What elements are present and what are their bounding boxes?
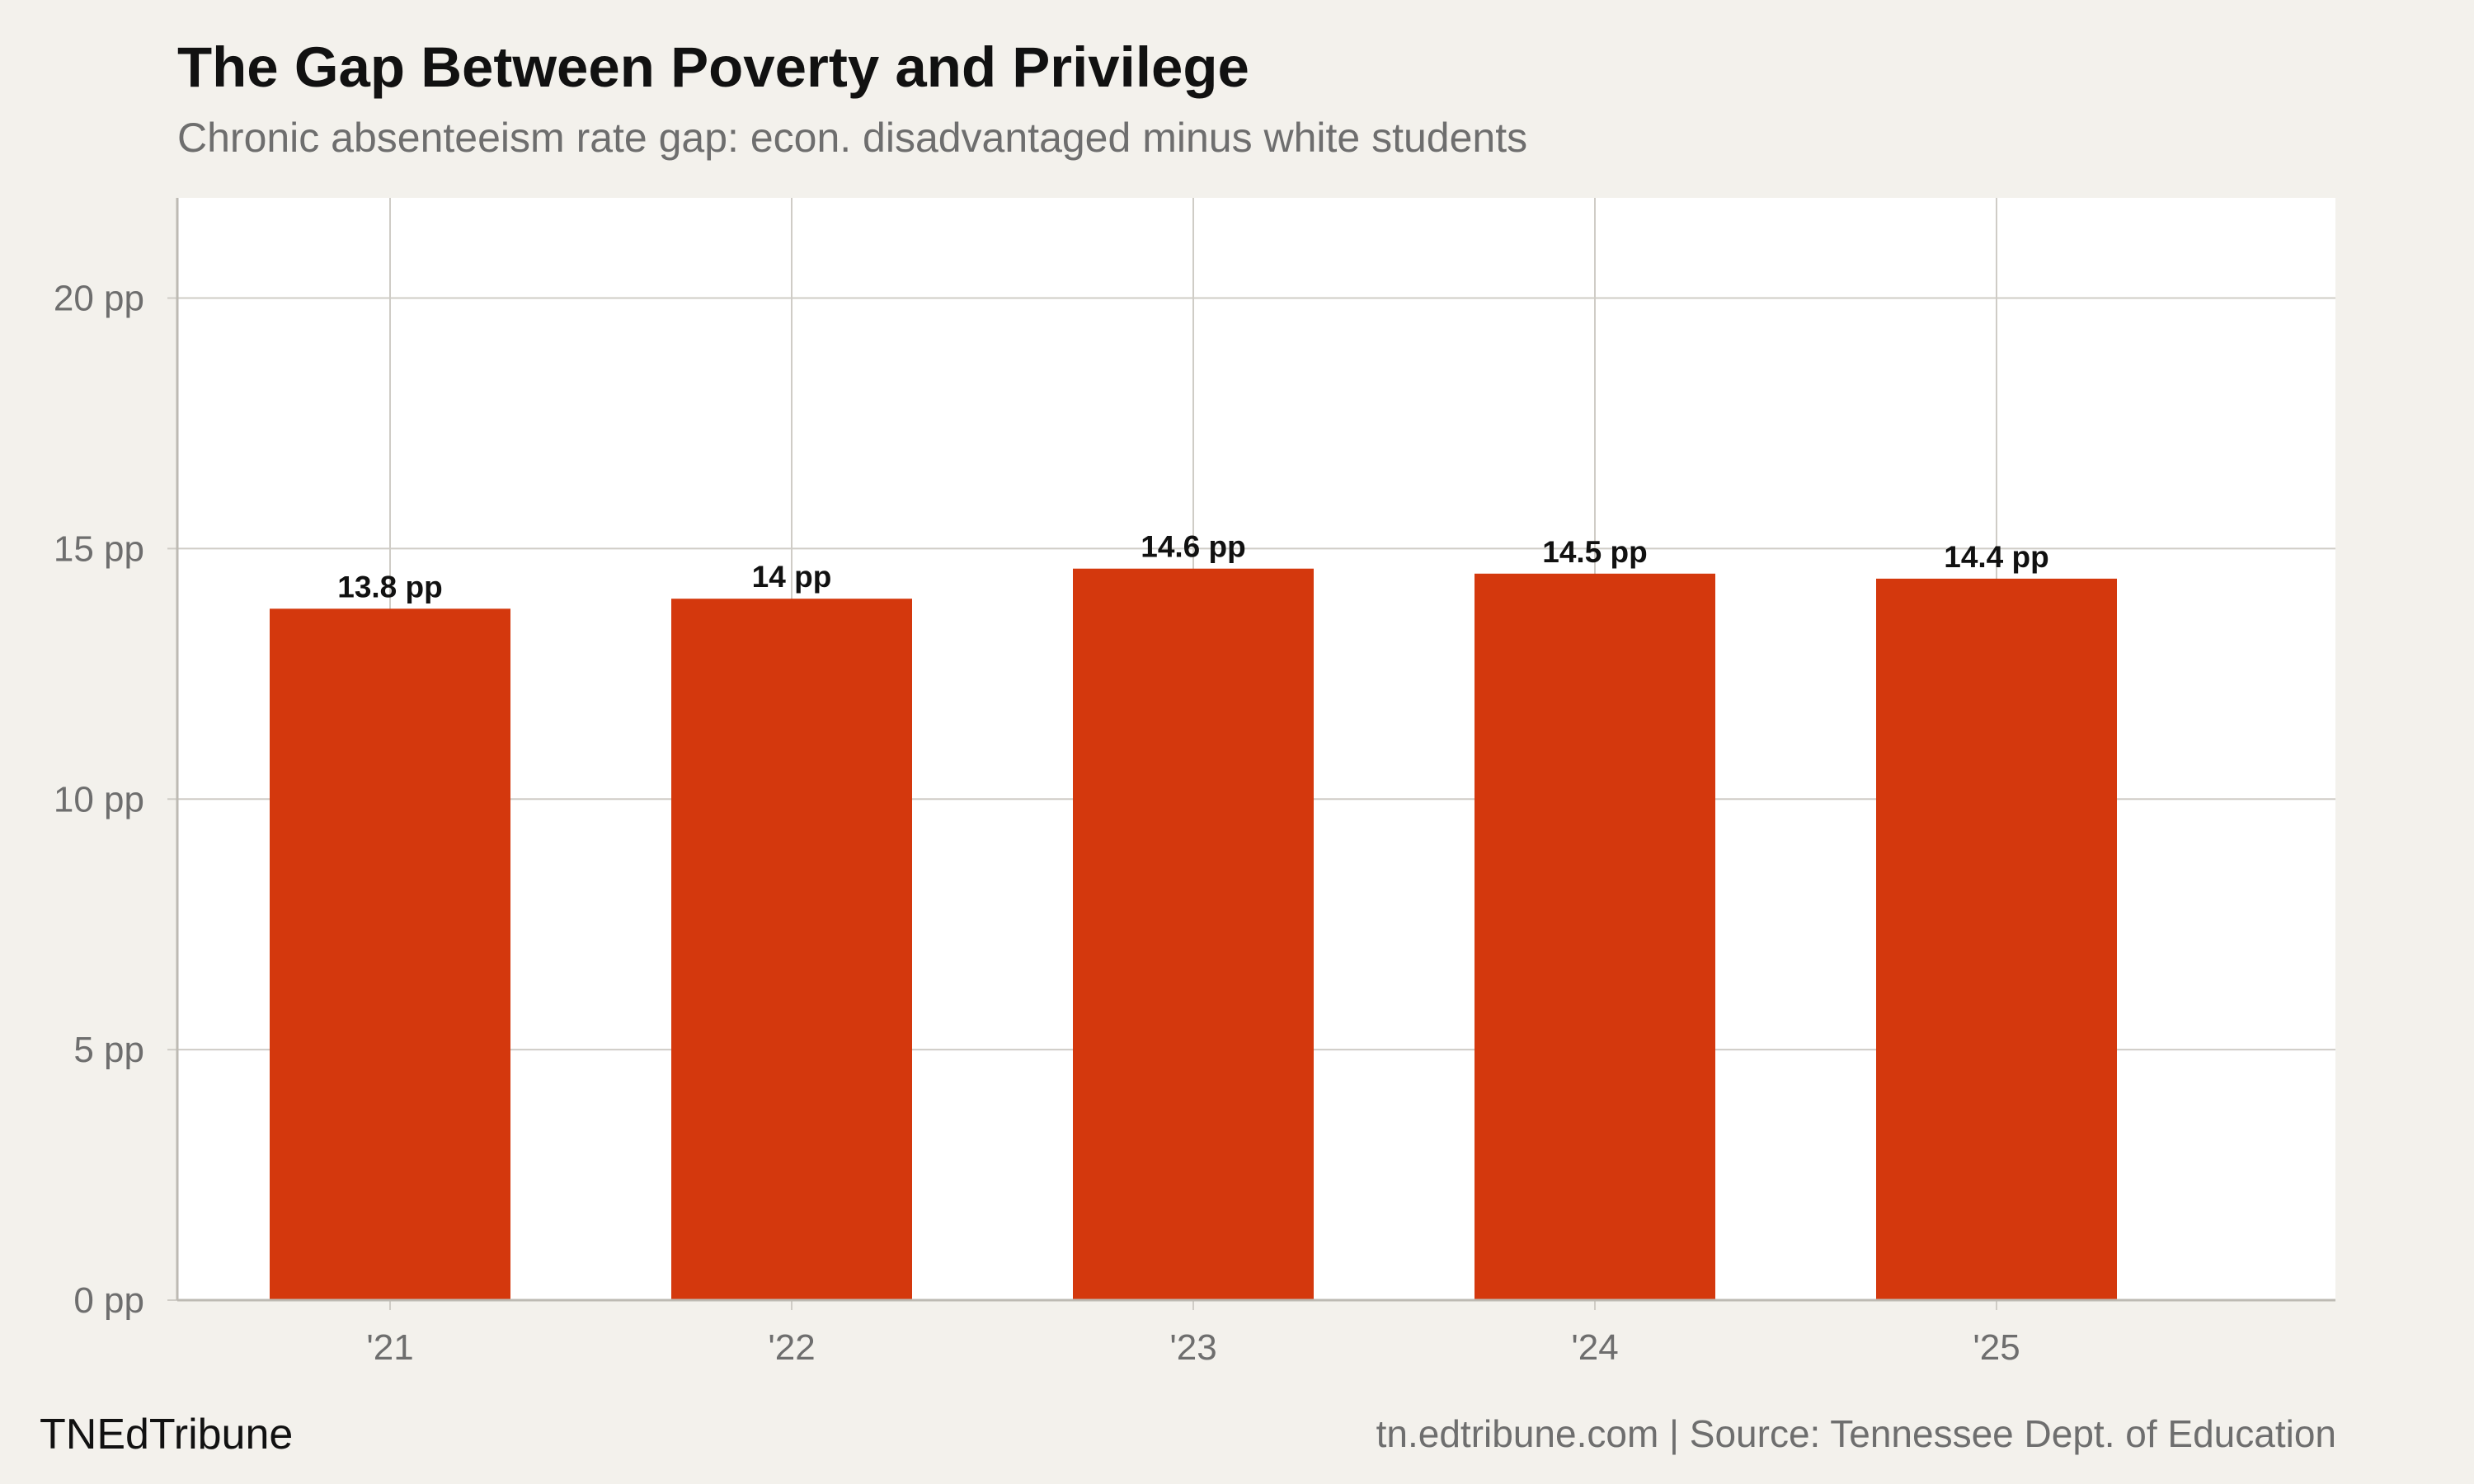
x-tick-label: '23 <box>1169 1327 1216 1368</box>
bar-value-label: 14 pp <box>752 560 832 594</box>
brand-logo-text: TNEdTribune <box>40 1411 294 1458</box>
y-tick-label: 10 pp <box>54 779 144 819</box>
x-tick-label: '25 <box>1973 1327 2020 1368</box>
bar-2 <box>1073 568 1314 1300</box>
axes: 0 pp 5 pp 10 pp 15 pp 20 pp '21 '22 '23 '24 '25 <box>54 198 2335 1368</box>
bar-0 <box>270 608 510 1300</box>
y-tick-label: 5 pp <box>73 1030 144 1070</box>
chart-subtitle: Chronic absenteeism rate gap: econ. disa… <box>177 115 1528 161</box>
y-tick-label: 0 pp <box>73 1280 144 1321</box>
bar-value-label: 14.6 pp <box>1141 530 1246 564</box>
x-tick-label: '22 <box>768 1327 815 1368</box>
chart-title: The Gap Between Poverty and Privilege <box>177 35 1249 99</box>
x-tick-label: '24 <box>1571 1327 1618 1368</box>
x-tick-label: '21 <box>366 1327 413 1368</box>
bar-value-label: 14.4 pp <box>1944 540 2049 574</box>
bar-3 <box>1475 573 1715 1300</box>
bar-value-label: 14.5 pp <box>1542 535 1648 569</box>
bar-value-label: 13.8 pp <box>337 570 443 603</box>
bars <box>270 568 2117 1300</box>
bar-4 <box>1876 578 2117 1300</box>
y-tick-label: 15 pp <box>54 528 144 569</box>
source-credit: tn.edtribune.com | Source: Tennessee Dep… <box>1376 1412 2336 1455</box>
y-tick-label: 20 pp <box>54 279 144 319</box>
data-labels: 13.8 pp 14 pp 14.6 pp 14.5 pp 14.4 pp <box>337 530 2049 604</box>
bar-1 <box>671 599 912 1300</box>
